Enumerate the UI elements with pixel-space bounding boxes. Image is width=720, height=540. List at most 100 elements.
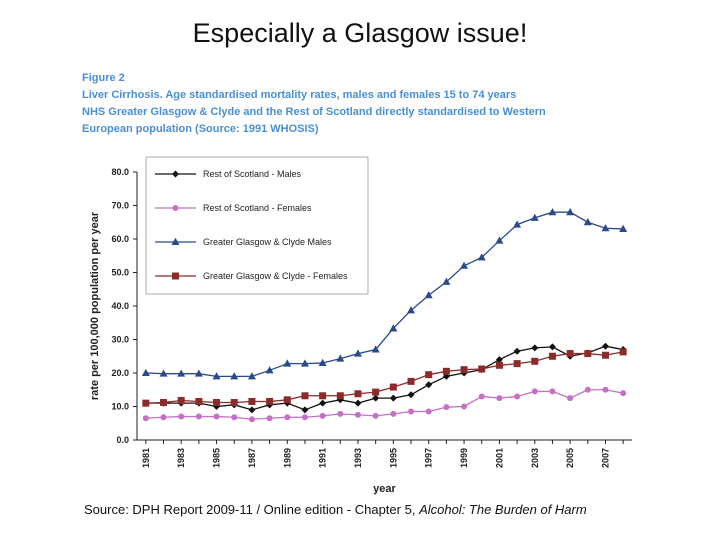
data-point (247, 372, 256, 380)
data-point (548, 352, 556, 360)
data-point (160, 398, 168, 406)
data-point (389, 324, 398, 332)
data-point (248, 416, 255, 423)
data-point (548, 343, 556, 351)
x-tick-label: 1993 (353, 448, 363, 468)
data-point (425, 381, 433, 389)
x-tick-label: 1983 (176, 448, 186, 468)
y-tick-label: 10.0 (111, 402, 129, 412)
y-tick-label: 30.0 (111, 335, 129, 345)
data-point (301, 392, 309, 400)
legend-label: Greater Glasgow & Clyde - Females (203, 271, 348, 281)
x-tick-label: 1999 (459, 448, 469, 468)
x-tick-label: 1985 (212, 448, 222, 468)
data-point (619, 348, 627, 356)
data-point (584, 350, 592, 358)
x-tick-label: 2007 (600, 448, 610, 468)
data-point (513, 360, 521, 368)
data-point (602, 386, 609, 393)
data-point (566, 350, 574, 358)
x-tick-label: 1989 (282, 448, 292, 468)
data-point (495, 361, 503, 369)
data-point (477, 253, 486, 261)
data-point (407, 377, 415, 385)
data-point (389, 394, 397, 402)
series-4 (142, 348, 627, 407)
data-point (301, 406, 309, 414)
data-point (408, 408, 415, 415)
data-point (160, 414, 167, 421)
x-tick-label: 2003 (530, 448, 540, 468)
data-point (354, 399, 362, 407)
data-point (495, 236, 504, 244)
legend-box (145, 156, 369, 295)
x-tick-label: 2005 (565, 448, 575, 468)
series-layer (141, 208, 628, 423)
data-point (178, 413, 185, 420)
slide-title: Especially a Glasgow issue! (192, 18, 528, 48)
series-line (145, 211, 624, 378)
data-point (619, 224, 628, 232)
data-point (177, 369, 186, 377)
data-point (461, 403, 468, 410)
data-point (354, 411, 361, 418)
data-point (513, 220, 522, 228)
data-point (177, 396, 185, 404)
legend-label: Rest of Scotland - Females (203, 203, 312, 213)
source-title: Alcohol: The Burden of Harm (419, 502, 587, 517)
data-point (425, 408, 432, 415)
data-point (266, 415, 273, 422)
data-point (300, 359, 309, 367)
x-tick-label: 2001 (494, 448, 504, 468)
series-2 (142, 386, 627, 423)
data-point (230, 398, 238, 406)
data-point (583, 218, 592, 226)
data-point (142, 399, 150, 407)
data-point (213, 413, 220, 420)
x-tick-label: 1991 (318, 448, 328, 468)
data-point (601, 342, 609, 350)
data-point (354, 390, 362, 398)
y-axis-title: rate per 100,000 population per year (89, 211, 101, 400)
y-tick-label: 0.0 (116, 435, 129, 445)
data-point (372, 388, 380, 396)
data-point (195, 397, 203, 405)
data-point (353, 349, 362, 357)
data-point (337, 410, 344, 417)
source-prefix: Source: DPH Report 2009-11 / Online edit… (84, 502, 420, 517)
data-point (442, 277, 451, 285)
x-tick-label: 1995 (388, 448, 398, 468)
figure-caption-line-2: NHS Greater Glasgow & Clyde and the Rest… (82, 106, 546, 118)
data-point (231, 414, 238, 421)
data-point (548, 208, 557, 216)
data-point (407, 391, 415, 399)
legend-label: Greater Glasgow & Clyde Males (203, 237, 332, 247)
x-tick-label: 1997 (424, 448, 434, 468)
data-point (460, 366, 468, 374)
data-point (531, 344, 539, 352)
data-point (213, 398, 221, 406)
data-point (318, 358, 327, 366)
data-point (319, 399, 327, 407)
data-point (195, 413, 202, 420)
legend-marker (172, 205, 179, 211)
data-point (265, 366, 274, 374)
legend: Rest of Scotland - Males Rest of Scotland… (145, 156, 369, 295)
y-tick-label: 80.0 (111, 167, 129, 177)
data-point (266, 397, 274, 405)
data-point (336, 354, 345, 362)
x-tick-label: 1987 (247, 448, 257, 468)
data-point (319, 412, 326, 419)
data-point (424, 291, 433, 299)
data-point (319, 392, 327, 400)
x-tick-label: 1981 (141, 448, 151, 468)
data-point (407, 306, 416, 314)
data-point (390, 410, 397, 417)
y-tick-label: 60.0 (111, 234, 129, 244)
data-point (442, 367, 450, 375)
data-point (142, 415, 149, 422)
y-tick-label: 40.0 (111, 301, 129, 311)
data-point (566, 208, 575, 216)
data-point (478, 393, 485, 400)
data-point (283, 396, 291, 404)
